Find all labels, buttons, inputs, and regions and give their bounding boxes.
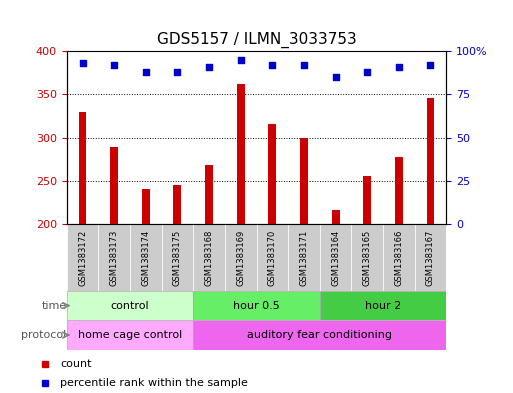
Point [363,69,371,75]
Text: GSM1383169: GSM1383169 [236,229,245,286]
Bar [193,224,225,291]
Bar [351,224,383,291]
Text: percentile rank within the sample: percentile rank within the sample [61,378,248,388]
Point [142,69,150,75]
Point [205,64,213,70]
Point [426,62,435,68]
Point [236,57,245,63]
Bar [288,224,320,291]
Bar [67,224,98,291]
Bar [162,224,193,291]
Bar [98,224,130,291]
Text: GSM1383171: GSM1383171 [300,229,308,286]
Text: hour 0.5: hour 0.5 [233,301,280,310]
Bar [363,176,371,224]
Point [331,74,340,80]
Text: control: control [111,301,149,310]
Bar [426,98,435,224]
Text: GSM1383164: GSM1383164 [331,229,340,286]
Bar [320,224,351,291]
Text: auditory fear conditioning: auditory fear conditioning [247,330,392,340]
Text: GSM1383172: GSM1383172 [78,229,87,286]
Bar [268,124,277,224]
Bar [415,224,446,291]
Text: GSM1383168: GSM1383168 [205,229,213,286]
Bar [67,320,193,350]
Point [300,62,308,68]
Title: GDS5157 / ILMN_3033753: GDS5157 / ILMN_3033753 [156,32,357,48]
Point [268,62,277,68]
Bar [193,320,446,350]
Bar [225,224,256,291]
Text: home cage control: home cage control [78,330,182,340]
Text: protocol: protocol [22,330,67,340]
Point [110,62,118,68]
Bar [193,291,320,320]
Text: GSM1383175: GSM1383175 [173,229,182,286]
Text: GSM1383167: GSM1383167 [426,229,435,286]
Bar [256,224,288,291]
Text: count: count [61,358,92,369]
Text: GSM1383174: GSM1383174 [141,229,150,286]
Bar [236,84,245,224]
Bar [173,185,182,224]
Bar [110,147,118,224]
Bar [67,291,193,320]
Text: GSM1383173: GSM1383173 [110,229,119,286]
Text: GSM1383170: GSM1383170 [268,229,277,286]
Bar [130,224,162,291]
Bar [395,156,403,224]
Text: time: time [42,301,67,310]
Bar [320,291,446,320]
Point [78,60,87,66]
Bar [205,165,213,224]
Bar [142,189,150,224]
Point [394,64,403,70]
Point [173,69,182,75]
Bar [383,224,415,291]
Bar [300,138,308,224]
Bar [331,210,340,224]
Text: GSM1383166: GSM1383166 [394,229,403,286]
Text: hour 2: hour 2 [365,301,401,310]
Bar [78,112,87,224]
Text: GSM1383165: GSM1383165 [363,229,372,286]
